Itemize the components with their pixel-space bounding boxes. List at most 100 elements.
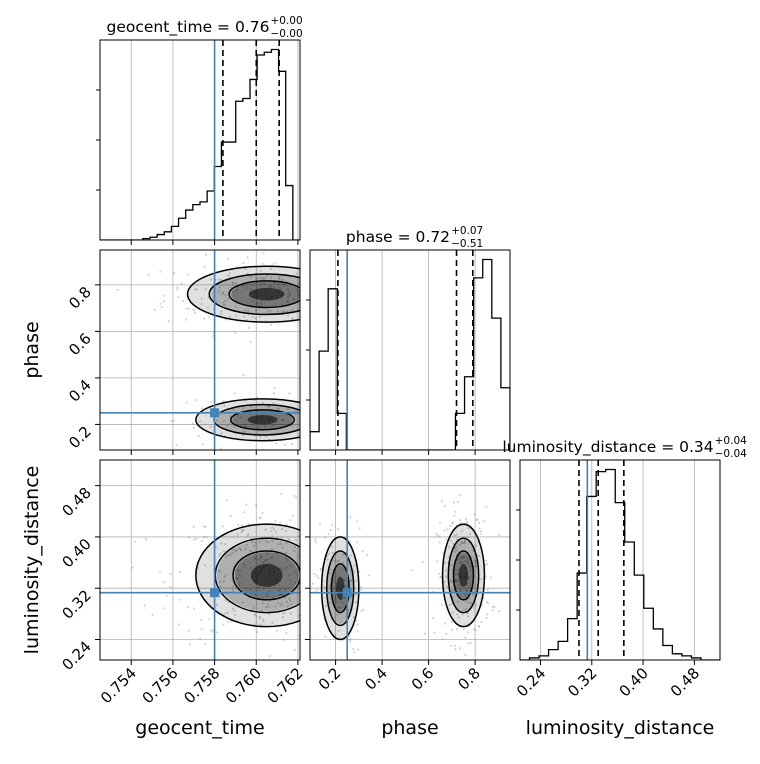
sample-point [280,492,283,495]
panel-title: phase = 0.72 +0.07−0.51 [346,225,483,250]
sample-point [465,600,468,604]
sample-point [314,417,316,419]
sample-point [317,576,320,579]
y-tick-label: 0.6 [65,329,95,359]
sample-point [475,544,478,547]
sample-point [274,519,277,523]
sample-point [349,597,352,600]
sample-point [176,288,179,291]
sample-point [278,594,281,597]
sample-point [219,447,222,450]
sample-point [236,533,239,536]
sample-point [459,494,462,497]
sample-point [272,402,275,405]
sample-point [453,644,456,647]
sample-point [255,614,258,618]
sample-point [267,589,270,593]
sample-point [328,571,331,574]
sample-point [353,651,356,654]
sample-point [145,538,148,541]
sample-point [468,583,471,586]
sample-point [316,283,318,285]
sample-point [233,392,236,395]
sample-point [240,416,243,419]
sample-point [462,555,466,559]
sample-point [474,584,477,587]
sample-point [315,622,317,624]
sample-point [281,615,285,619]
sample-point [328,584,332,587]
sample-point [257,558,260,561]
panel-title: luminosity_distance = 0.34 +0.04−0.04 [502,435,747,460]
sample-point [459,519,462,522]
sample-point [186,273,189,276]
sample-point [257,277,260,280]
sample-point [457,616,460,619]
x-tick-label: 0.24 [513,664,549,700]
sample-point [331,419,333,421]
sample-point [446,528,449,531]
sample-point [319,305,321,307]
truth-marker [210,408,220,418]
sample-point [302,330,304,332]
panel-luminosity_distance-vs-luminosity_distance: 0.24 0.32 0.40 0.48 [513,459,721,700]
sample-point [273,285,276,289]
sample-point [302,299,304,301]
sample-point [217,290,220,293]
sample-point [443,562,447,565]
sample-point [278,276,281,279]
sample-point [275,442,278,445]
sample-point [200,302,203,305]
sample-point [178,571,181,574]
sample-point [265,539,268,542]
sample-point [220,432,223,435]
sample-point [458,561,461,565]
sample-point [239,708,241,710]
sample-point [246,534,249,537]
sample-point [294,413,297,416]
contour-line [447,537,480,614]
sample-point [224,574,227,577]
sample-point [333,309,335,311]
sample-point [451,580,454,583]
x-axis-label-geocent_time: geocent_time [135,717,264,739]
sample-point [292,494,296,497]
sample-point [225,499,229,502]
sample-point [222,399,225,403]
sample-point [177,623,181,626]
sample-point [366,553,369,556]
sample-point [261,262,264,265]
panel-phase-vs-geocent_time: 0.2 0.4 0.6 0.8 [65,249,335,455]
sample-point [312,331,314,333]
sample-point [444,668,446,670]
sample-point [493,605,496,608]
sample-point [176,286,179,289]
sample-point [344,579,347,582]
sample-point [194,398,197,401]
sample-point [281,418,284,422]
sample-point [473,559,476,562]
x-tick-label: 0.762 [264,664,307,707]
sample-point [470,602,473,605]
sample-point [467,586,470,589]
sample-point [317,626,319,628]
sample-point [447,555,450,558]
sample-point [486,601,490,604]
sample-point [319,567,322,570]
sample-point [226,611,230,615]
sample-point [290,564,293,568]
sample-point [445,632,448,636]
sample-point [267,605,270,608]
sample-point [228,421,232,425]
sample-point [295,496,298,499]
sample-point [243,423,246,426]
sample-point [271,262,274,266]
sample-point [251,540,254,544]
sample-point [227,257,230,261]
sample-point [233,425,236,429]
sample-point [185,401,188,404]
density-region [336,576,345,600]
sample-point [320,561,322,563]
sample-point [231,607,235,610]
sample-point [339,522,341,524]
